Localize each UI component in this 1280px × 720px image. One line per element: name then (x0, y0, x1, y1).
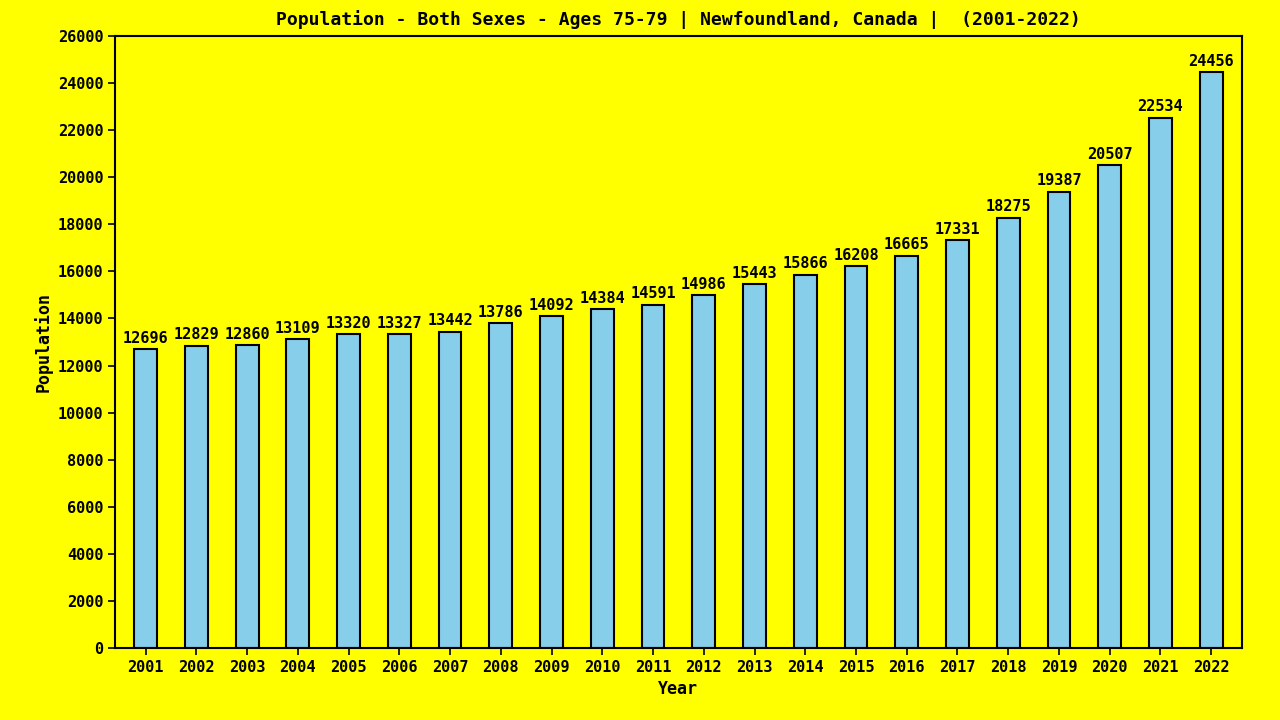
Bar (540, 316, 563, 648)
Bar (641, 305, 664, 648)
Bar (895, 256, 918, 648)
Bar (692, 295, 716, 648)
Bar (134, 349, 157, 648)
Text: 19387: 19387 (1036, 173, 1082, 188)
Text: 20507: 20507 (1087, 147, 1133, 162)
Text: 13320: 13320 (326, 316, 371, 331)
Bar (591, 310, 613, 648)
Bar (186, 346, 207, 648)
Text: 16208: 16208 (833, 248, 879, 263)
Text: 13109: 13109 (275, 321, 321, 336)
Y-axis label: Population: Population (33, 292, 52, 392)
Bar (287, 339, 310, 648)
Bar (489, 323, 512, 648)
Bar (1149, 117, 1171, 648)
Bar (845, 266, 868, 648)
Text: 15443: 15443 (732, 266, 777, 281)
Text: 22534: 22534 (1138, 99, 1183, 114)
Bar (794, 274, 817, 648)
Bar (946, 240, 969, 648)
Text: 14384: 14384 (580, 291, 625, 306)
Title: Population - Both Sexes - Ages 75-79 | Newfoundland, Canada |  (2001-2022): Population - Both Sexes - Ages 75-79 | N… (276, 10, 1080, 29)
Bar (439, 332, 462, 648)
X-axis label: Year: Year (658, 680, 699, 698)
Bar (1098, 166, 1121, 648)
Text: 12829: 12829 (174, 328, 219, 343)
Text: 16665: 16665 (884, 237, 929, 252)
Text: 18275: 18275 (986, 199, 1030, 215)
Bar (997, 218, 1020, 648)
Bar (1199, 72, 1222, 648)
Text: 15866: 15866 (782, 256, 828, 271)
Bar (744, 284, 765, 648)
Text: 12860: 12860 (224, 327, 270, 342)
Text: 12696: 12696 (123, 330, 169, 346)
Text: 14092: 14092 (529, 298, 575, 312)
Text: 13327: 13327 (376, 316, 422, 330)
Bar (388, 334, 411, 648)
Text: 14986: 14986 (681, 276, 727, 292)
Bar (337, 335, 360, 648)
Text: 14591: 14591 (630, 286, 676, 301)
Text: 13786: 13786 (477, 305, 524, 320)
Text: 24456: 24456 (1188, 54, 1234, 69)
Text: 13442: 13442 (428, 313, 472, 328)
Bar (1047, 192, 1070, 648)
Text: 17331: 17331 (934, 222, 980, 237)
Bar (236, 346, 259, 648)
